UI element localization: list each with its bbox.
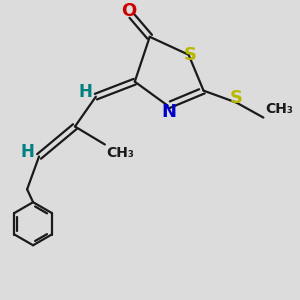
Text: S: S: [230, 89, 243, 107]
Text: O: O: [121, 2, 136, 20]
Text: N: N: [162, 103, 177, 121]
Text: H: H: [79, 83, 92, 101]
Text: CH₃: CH₃: [106, 146, 134, 160]
Text: H: H: [21, 143, 34, 161]
Text: S: S: [184, 46, 196, 64]
Text: CH₃: CH₃: [265, 102, 293, 116]
